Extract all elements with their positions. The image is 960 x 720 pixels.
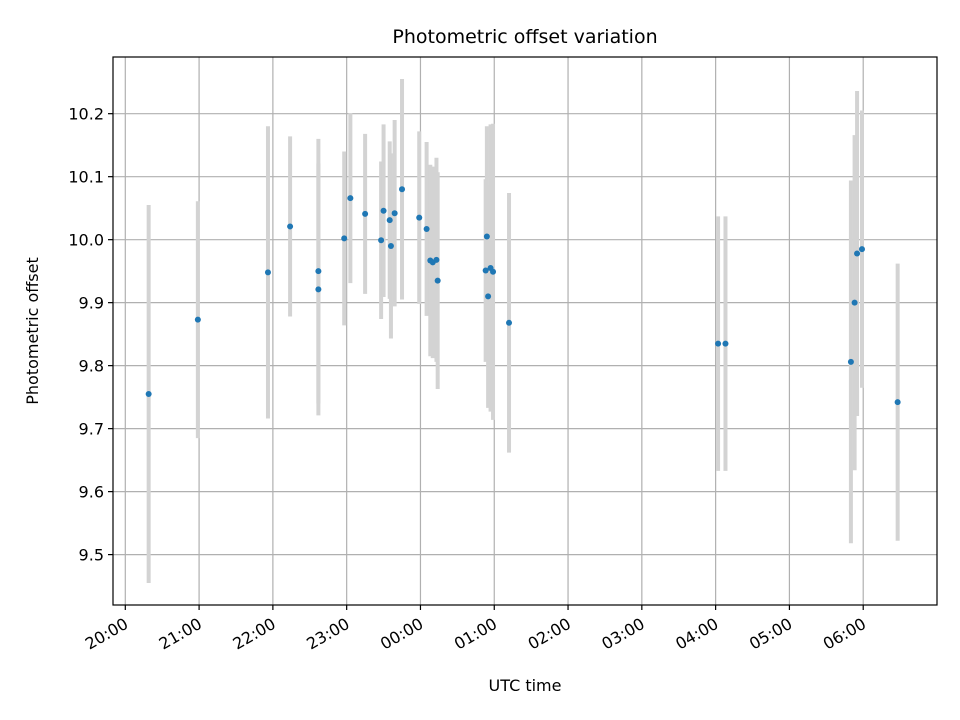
y-tick-label: 9.9 — [79, 294, 104, 313]
data-point — [894, 399, 901, 406]
data-point — [386, 217, 393, 224]
x-axis-label: UTC time — [489, 676, 562, 695]
data-point — [423, 225, 430, 232]
y-axis-label: Photometric offset — [23, 257, 42, 405]
data-point — [347, 195, 354, 202]
y-tick-label: 10.2 — [68, 105, 104, 124]
y-tick-label: 9.5 — [79, 546, 104, 565]
data-point — [847, 358, 854, 365]
data-point — [194, 316, 201, 323]
data-point — [287, 223, 294, 230]
data-point — [485, 293, 492, 300]
data-point — [391, 210, 398, 217]
data-point — [854, 250, 861, 257]
data-point — [264, 269, 271, 276]
data-point — [399, 186, 406, 193]
data-point — [378, 237, 385, 244]
data-points — [145, 186, 901, 406]
y-tick-label: 9.6 — [79, 483, 104, 502]
data-point — [715, 340, 722, 347]
plot-frame — [112, 56, 938, 606]
data-point — [483, 233, 490, 240]
data-point — [434, 277, 441, 284]
data-point — [851, 299, 858, 306]
y-tick-label: 9.8 — [79, 357, 104, 376]
data-point — [506, 319, 513, 326]
data-point — [315, 286, 322, 293]
data-point — [341, 235, 348, 242]
data-point — [433, 256, 440, 263]
chart-title: Photometric offset variation — [392, 26, 657, 48]
data-point — [416, 214, 423, 221]
data-point — [145, 390, 152, 397]
data-point — [380, 207, 387, 214]
data-point — [482, 267, 489, 274]
data-point — [315, 268, 322, 275]
y-tick-label: 10.1 — [68, 168, 104, 187]
data-point — [858, 246, 865, 253]
data-point — [387, 242, 394, 249]
data-point — [490, 268, 497, 275]
data-point — [362, 210, 369, 217]
y-tick-label: 9.7 — [79, 420, 104, 439]
data-point — [722, 340, 729, 347]
y-axis: 9.5 9.6 9.7 9.8 9.9 10.0 10.1 10.2 — [68, 105, 113, 565]
y-tick-label: 10.0 — [68, 231, 104, 250]
